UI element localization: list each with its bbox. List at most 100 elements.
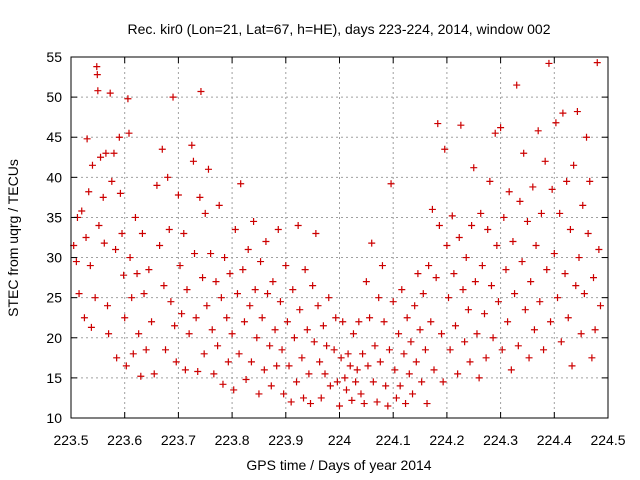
x-tick-label: 223.5 [53, 432, 88, 448]
data-point [102, 149, 110, 157]
data-point [332, 314, 340, 322]
data-point [541, 157, 549, 165]
data-point [199, 274, 207, 282]
data-point [462, 254, 470, 262]
x-tick-label: 224.1 [376, 432, 411, 448]
data-point [200, 350, 208, 358]
y-tick-label: 30 [46, 250, 62, 266]
data-point [165, 225, 173, 233]
data-point [194, 367, 202, 375]
data-point [106, 89, 114, 97]
data-point [80, 314, 88, 322]
data-point [282, 262, 290, 270]
data-point [556, 209, 564, 217]
data-point [484, 225, 492, 233]
data-point [409, 390, 417, 398]
x-tick-label: 223.6 [107, 432, 142, 448]
data-point [137, 372, 145, 380]
data-point [477, 209, 485, 217]
data-point [162, 346, 170, 354]
data-point [540, 346, 548, 354]
data-point [85, 188, 93, 196]
data-point [176, 262, 184, 270]
data-point [369, 378, 377, 386]
x-tick-label: 223.7 [161, 432, 196, 448]
y-tick-label: 15 [46, 370, 62, 386]
data-point [274, 225, 282, 233]
data-point [156, 242, 164, 250]
data-point [491, 129, 499, 137]
data-point [142, 346, 150, 354]
x-tick-label: 224.5 [590, 432, 625, 448]
data-point [547, 318, 555, 326]
data-point [352, 378, 360, 386]
data-point [382, 382, 390, 390]
data-point [307, 400, 315, 408]
x-tick-label: 223.8 [215, 432, 250, 448]
data-point [596, 302, 604, 310]
data-point [214, 342, 222, 350]
data-point [511, 290, 519, 298]
data-point [360, 400, 368, 408]
data-point [110, 149, 118, 157]
data-point [171, 322, 179, 330]
data-point [172, 358, 180, 366]
y-tick-label: 10 [46, 410, 62, 426]
y-tick-label: 40 [46, 169, 62, 185]
data-point [289, 286, 297, 294]
data-point [250, 217, 258, 225]
data-point [534, 127, 542, 135]
data-point [301, 266, 309, 274]
data-point [285, 362, 293, 370]
data-point [412, 358, 420, 366]
data-point [580, 290, 588, 298]
data-point [271, 326, 279, 334]
data-point [482, 354, 490, 362]
chart-title: Rec. kir0 (Lon=21, Lat=67, h=HE), days 2… [128, 21, 551, 37]
data-point [480, 310, 488, 318]
data-point [418, 378, 426, 386]
data-point [312, 229, 320, 237]
data-point [93, 71, 101, 79]
data-point [230, 386, 238, 394]
data-point [525, 354, 533, 362]
data-point [411, 302, 419, 310]
data-point [563, 177, 571, 185]
data-point [378, 262, 386, 270]
data-point [459, 286, 467, 294]
data-point [507, 366, 515, 374]
data-point [221, 254, 229, 262]
data-point [362, 278, 370, 286]
data-point [223, 314, 231, 322]
data-point [180, 229, 188, 237]
data-point [228, 330, 236, 338]
data-point [505, 188, 513, 196]
data-point [240, 318, 248, 326]
data-point [148, 318, 156, 326]
data-point [554, 294, 562, 302]
data-point [341, 374, 349, 382]
data-point [333, 378, 341, 386]
data-point [131, 213, 139, 221]
data-point [590, 274, 598, 282]
data-point [568, 362, 576, 370]
data-point [133, 270, 141, 278]
data-point [416, 326, 424, 334]
data-point [208, 326, 216, 334]
data-point [108, 177, 116, 185]
data-point [373, 398, 381, 406]
data-point [428, 205, 436, 213]
data-point [310, 338, 318, 346]
data-point [457, 121, 465, 129]
data-point [489, 334, 497, 342]
data-point [293, 378, 301, 386]
data-point [266, 342, 274, 350]
data-point [446, 346, 454, 354]
data-point [513, 81, 521, 89]
data-point [100, 239, 108, 247]
data-point [359, 350, 367, 358]
data-point [500, 213, 508, 221]
y-tick-label: 45 [46, 129, 62, 145]
data-point [487, 282, 495, 290]
